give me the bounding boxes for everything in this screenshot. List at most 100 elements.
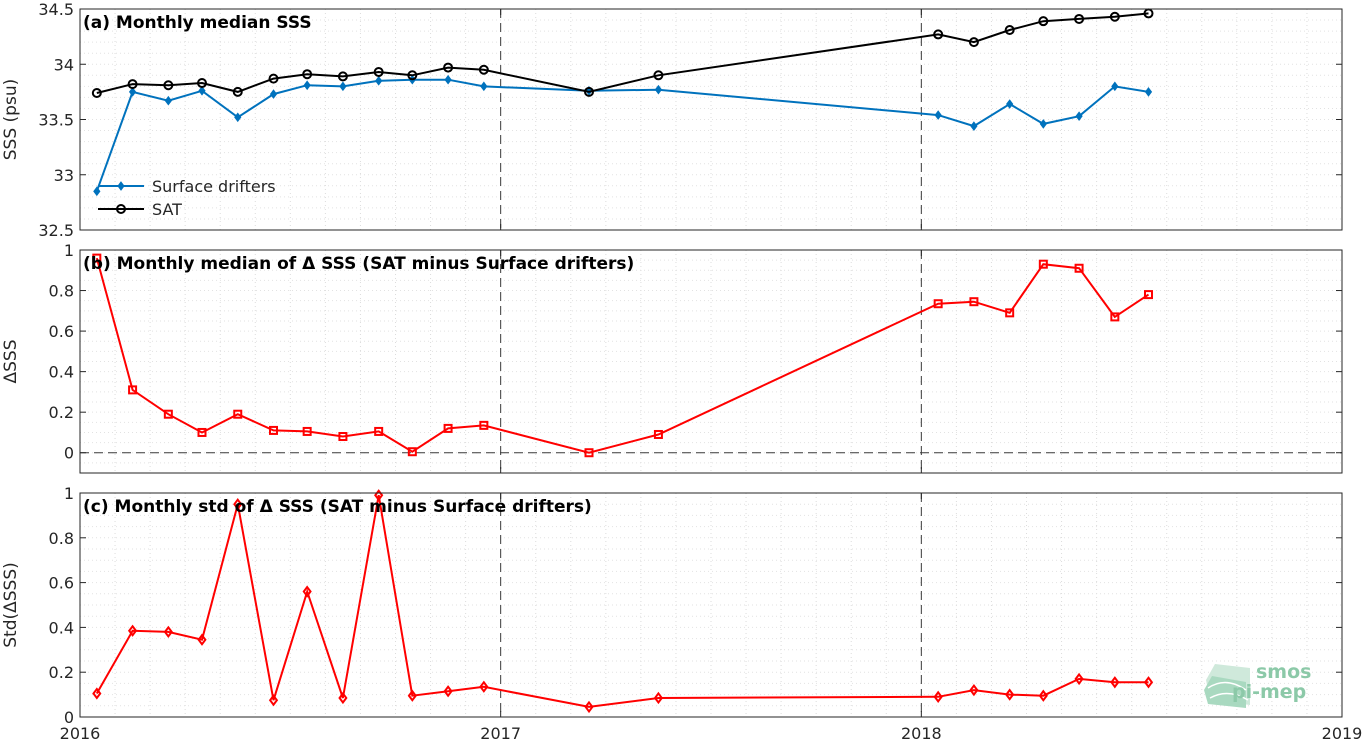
- data-point: [302, 585, 312, 598]
- legend-marker: [117, 181, 125, 191]
- data-point: [1038, 16, 1049, 27]
- data-point: [407, 689, 417, 702]
- data-point: [198, 85, 206, 96]
- data-point: [197, 427, 207, 437]
- series-line-1: [95, 495, 1149, 708]
- y-tick-label: 0.4: [49, 363, 74, 382]
- data-point: [339, 81, 347, 92]
- panel-title: (b) Monthly median of Δ SSS (SAT minus S…: [83, 254, 634, 274]
- data-point: [933, 690, 943, 704]
- y-tick-label: 32.5: [38, 221, 74, 240]
- logo-text-line1: smos: [1256, 661, 1311, 683]
- y-tick-label: 1: [64, 241, 74, 260]
- y-tick-label: 0.6: [49, 574, 74, 593]
- legend-label: SAT: [152, 200, 182, 219]
- data-point: [1143, 676, 1154, 689]
- x-tick-label: 2017: [480, 724, 521, 743]
- data-point: [1005, 688, 1015, 701]
- y-tick-label: 33.5: [38, 111, 74, 130]
- data-point: [93, 186, 101, 197]
- data-point: [232, 86, 243, 97]
- data-point: [443, 62, 454, 73]
- series-line-1: [95, 257, 1150, 454]
- y-axis-label: ΔSSS: [1, 339, 21, 383]
- panel-title: (a) Monthly median SSS: [83, 13, 312, 33]
- data-point: [653, 429, 663, 439]
- data-point: [407, 70, 418, 81]
- y-tick-label: 0.8: [49, 529, 74, 548]
- data-point: [480, 81, 488, 92]
- data-point: [1004, 24, 1015, 35]
- data-point: [934, 110, 942, 120]
- data-point: [1074, 672, 1084, 686]
- data-point: [163, 80, 174, 91]
- y-tick-label: 0: [64, 708, 74, 727]
- data-point: [375, 75, 383, 86]
- data-point: [584, 448, 594, 458]
- data-point: [269, 89, 278, 99]
- data-point: [127, 79, 138, 90]
- data-point: [478, 64, 489, 75]
- data-point: [128, 385, 138, 395]
- data-point: [933, 29, 944, 40]
- data-point: [233, 409, 243, 419]
- y-tick-label: 0.2: [49, 663, 74, 682]
- data-point: [1110, 676, 1120, 689]
- data-point: [1074, 13, 1085, 24]
- data-point: [92, 687, 102, 700]
- data-point: [1005, 308, 1015, 318]
- data-point: [163, 409, 173, 419]
- y-tick-label: 0.4: [49, 618, 74, 637]
- data-point: [1110, 312, 1120, 322]
- data-point: [268, 73, 279, 84]
- data-point: [268, 694, 279, 707]
- y-tick-label: 0.6: [49, 322, 74, 341]
- y-tick-label: 0.2: [49, 403, 74, 422]
- data-point: [970, 121, 978, 131]
- data-point: [373, 66, 384, 77]
- data-point: [969, 683, 979, 697]
- data-point: [1074, 263, 1084, 273]
- data-point: [128, 87, 137, 97]
- data-point: [584, 86, 595, 97]
- axes-box: [79, 8, 1343, 231]
- panel-monthly-median-delta-sss: 0 0.2 0.4 0.6 0.8 1 ΔSSS (b) Monthly median of …: [1, 241, 1343, 474]
- data-point: [197, 633, 207, 646]
- data-point: [234, 112, 242, 123]
- data-point: [302, 69, 313, 80]
- data-point: [269, 425, 279, 435]
- y-tick-label: 34.5: [38, 0, 74, 19]
- data-point: [584, 700, 594, 714]
- data-point: [443, 423, 453, 433]
- data-point: [1006, 99, 1014, 109]
- data-point: [164, 95, 172, 106]
- data-point: [654, 84, 663, 95]
- data-point: [653, 70, 664, 81]
- x-tick-label: 2016: [60, 724, 101, 743]
- data-point: [1038, 689, 1048, 702]
- legend-label: Surface drifters: [152, 177, 276, 196]
- data-point: [1144, 87, 1153, 97]
- data-point: [968, 37, 979, 48]
- data-point: [1143, 290, 1153, 300]
- data-point: [303, 80, 311, 91]
- logo-text-line2: pi-mep: [1232, 681, 1306, 703]
- data-point: [653, 691, 664, 705]
- data-point: [1038, 259, 1048, 269]
- data-point: [407, 447, 417, 457]
- data-point: [479, 420, 489, 430]
- smos-pi-mep-logo: smos pi-mep: [1204, 661, 1311, 708]
- data-point: [91, 87, 102, 98]
- data-point: [338, 432, 348, 442]
- data-point: [127, 624, 138, 637]
- data-point: [969, 297, 979, 307]
- y-tick-label: 1: [64, 484, 74, 503]
- panel-title: (c) Monthly std of Δ SSS (SAT minus Surf…: [83, 497, 592, 517]
- data-point: [1075, 111, 1083, 122]
- data-point: [374, 426, 384, 436]
- series-line-2: [96, 12, 1149, 94]
- panel-monthly-median-sss: 32.5 33 33.5 34 34.5 SSS (psu) (a) Monthly med…: [1, 0, 1343, 240]
- data-point: [233, 498, 243, 511]
- data-point: [1039, 119, 1047, 129]
- data-point: [444, 74, 452, 85]
